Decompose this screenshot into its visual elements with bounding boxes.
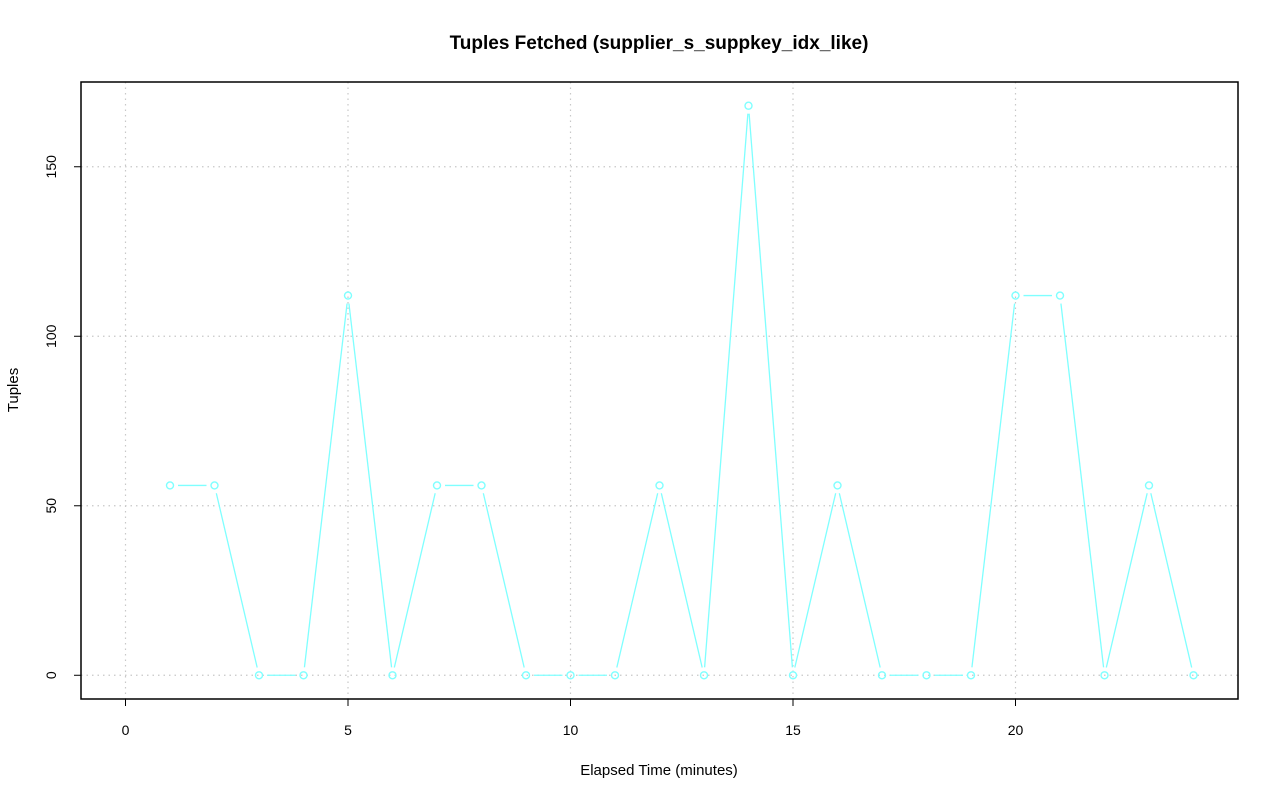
series-segment	[838, 493, 881, 668]
series-segment	[703, 113, 749, 668]
series-line	[165, 101, 1198, 680]
series-segment	[393, 493, 436, 668]
data-point	[833, 481, 842, 490]
chart-title: Tuples Fetched (supplier_s_suppkey_idx_l…	[450, 33, 869, 54]
data-point	[210, 481, 219, 490]
data-point	[343, 291, 353, 300]
data-point	[299, 671, 308, 680]
data-point	[655, 481, 664, 490]
y-tick-label: 0	[43, 671, 59, 679]
x-tick-label: 20	[1008, 722, 1024, 738]
y-tick-label: 150	[43, 155, 59, 179]
data-point	[432, 481, 442, 490]
series-segment	[794, 493, 837, 668]
data-point	[566, 671, 575, 680]
data-point	[521, 671, 531, 680]
y-tick-label: 50	[43, 498, 59, 514]
data-point	[744, 101, 753, 110]
data-point	[788, 671, 798, 680]
y-tick-label: 100	[43, 324, 59, 348]
series-segment	[1105, 493, 1148, 668]
series-segment	[215, 493, 258, 668]
series-segment	[1150, 493, 1193, 668]
x-tick-label: 0	[122, 722, 130, 738]
series-segment	[348, 303, 393, 668]
data-point	[165, 481, 175, 490]
x-axis-label: Elapsed Time (minutes)	[580, 762, 738, 779]
y-axis-label: Tuples	[5, 368, 22, 412]
x-tick-label: 5	[344, 722, 352, 738]
series-segment	[971, 303, 1016, 668]
data-point	[922, 671, 931, 680]
data-point	[877, 671, 887, 680]
axes: 0 5 10 15 20 0 50 100 150	[43, 155, 1023, 738]
series-segment	[660, 493, 703, 668]
series-segment	[482, 493, 525, 668]
data-point	[1189, 671, 1198, 680]
series-segment	[1060, 303, 1105, 668]
x-tick-label: 10	[563, 722, 579, 738]
data-point	[254, 671, 264, 680]
data-point	[1144, 481, 1154, 490]
x-tick-label: 15	[785, 722, 801, 738]
series-segment	[616, 493, 659, 668]
series-segment	[303, 303, 348, 668]
data-point	[1011, 291, 1020, 300]
data-point	[610, 671, 620, 680]
data-point	[1100, 671, 1109, 680]
data-point	[966, 671, 976, 680]
data-point	[1055, 291, 1065, 300]
data-point	[388, 671, 397, 680]
plot-area-border	[80, 81, 1239, 700]
grid	[81, 82, 1238, 699]
series-segment	[748, 113, 794, 668]
series-layer	[165, 101, 1198, 680]
data-point	[699, 671, 709, 680]
data-point	[477, 481, 486, 490]
